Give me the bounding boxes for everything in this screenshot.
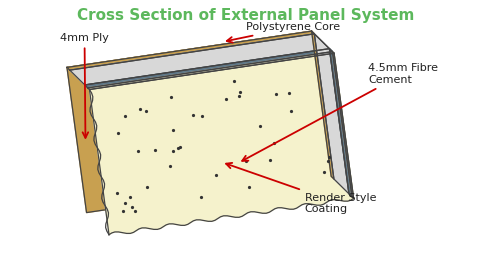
Polygon shape [67,31,331,212]
Polygon shape [314,34,349,194]
Polygon shape [85,49,333,88]
Text: Cross Section of External Panel System: Cross Section of External Panel System [77,8,415,23]
Polygon shape [67,31,314,70]
Text: Render Style
Coating: Render Style Coating [226,163,376,214]
Text: 4.5mm Fibre
Cement: 4.5mm Fibre Cement [242,63,438,161]
Polygon shape [88,52,334,90]
Text: 4mm Ply: 4mm Ply [60,33,109,138]
Polygon shape [330,49,352,197]
Polygon shape [333,52,354,198]
Polygon shape [70,34,330,85]
Polygon shape [311,31,334,179]
Text: Polystyrene Core: Polystyrene Core [227,22,340,42]
Polygon shape [90,53,354,235]
